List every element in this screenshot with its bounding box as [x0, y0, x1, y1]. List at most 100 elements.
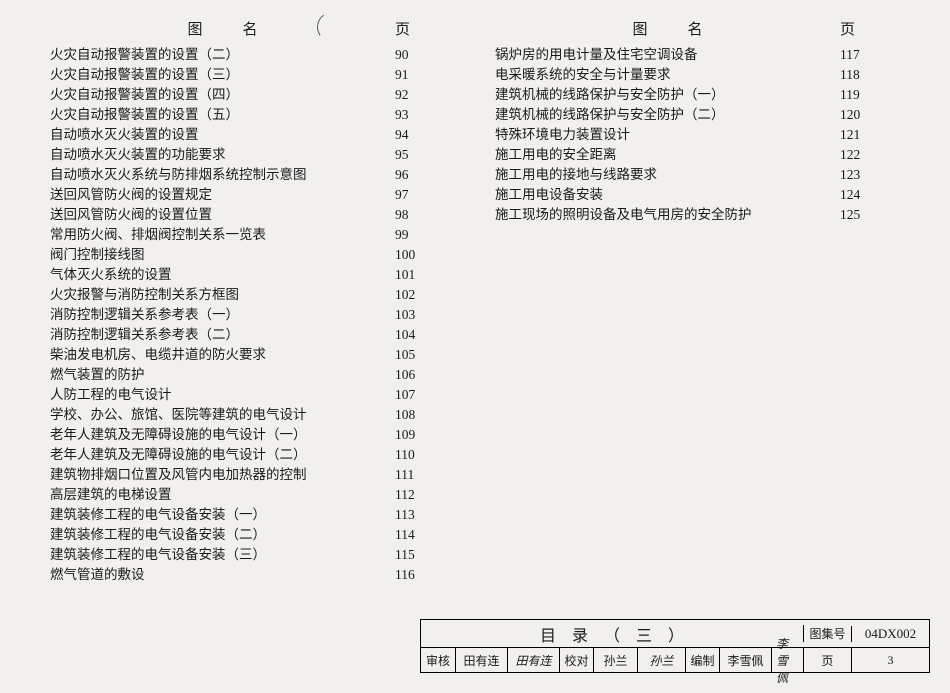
entry-title: 建筑物排烟口位置及风管内电加热器的控制: [50, 465, 395, 485]
checker-name: 孙兰: [593, 648, 637, 672]
entry-title: 阀门控制接线图: [50, 245, 395, 265]
entry-title: 建筑装修工程的电气设备安装（二）: [50, 525, 395, 545]
entry-title: 送回风管防火阀的设置规定: [50, 185, 395, 205]
checker-signature: 孙兰: [637, 648, 685, 672]
entry-page: 103: [395, 305, 455, 325]
entry-page: 122: [840, 145, 900, 165]
toc-page: 图名 页 火灾自动报警装置的设置（二）90火灾自动报警装置的设置（三）91火灾自…: [0, 0, 950, 600]
entry-title: 柴油发电机房、电缆井道的防火要求: [50, 345, 395, 365]
toc-row: 锅炉房的用电计量及住宅空调设备117: [495, 45, 900, 65]
toc-row: 建筑装修工程的电气设备安装（三）115: [50, 545, 455, 565]
entry-page: 125: [840, 205, 900, 225]
entry-page: 96: [395, 165, 455, 185]
toc-row: 自动喷水灭火装置的设置94: [50, 125, 455, 145]
compiler-signature: 李雪佩: [771, 648, 803, 672]
title-block: 目录（三） 图集号 04DX002 审核 田有连 田有连 校对 孙兰 孙兰 编制…: [420, 619, 930, 673]
entry-page: 115: [395, 545, 455, 565]
entry-page: 117: [840, 45, 900, 65]
toc-row: 高层建筑的电梯设置112: [50, 485, 455, 505]
header-name: 图名: [495, 18, 840, 39]
code-value: 04DX002: [851, 626, 929, 642]
toc-row: 老年人建筑及无障碍设施的电气设计（二）110: [50, 445, 455, 465]
toc-row: 送回风管防火阀的设置位置98: [50, 205, 455, 225]
entry-page: 105: [395, 345, 455, 365]
toc-row: 消防控制逻辑关系参考表（二）104: [50, 325, 455, 345]
entry-title: 火灾自动报警装置的设置（五）: [50, 105, 395, 125]
entry-page: 119: [840, 85, 900, 105]
entry-title: 自动喷水灭火装置的设置: [50, 125, 395, 145]
toc-row: 燃气装置的防护106: [50, 365, 455, 385]
toc-row: 老年人建筑及无障碍设施的电气设计（一）109: [50, 425, 455, 445]
review-label: 审核: [421, 648, 455, 672]
toc-row: 施工用电的安全距离122: [495, 145, 900, 165]
toc-row: 学校、办公、旅馆、医院等建筑的电气设计108: [50, 405, 455, 425]
toc-row: 电采暖系统的安全与计量要求118: [495, 65, 900, 85]
entry-title: 学校、办公、旅馆、医院等建筑的电气设计: [50, 405, 395, 425]
reviewer-signature: 田有连: [507, 648, 559, 672]
entry-title: 建筑机械的线路保护与安全防护（二）: [495, 105, 840, 125]
page-number: 3: [851, 648, 929, 672]
entry-title: 施工用电设备安装: [495, 185, 840, 205]
entry-page: 111: [395, 465, 455, 485]
entry-page: 91: [395, 65, 455, 85]
entry-title: 锅炉房的用电计量及住宅空调设备: [495, 45, 840, 65]
entry-page: 102: [395, 285, 455, 305]
entry-page: 101: [395, 265, 455, 285]
entry-title: 施工用电的安全距离: [495, 145, 840, 165]
entry-title: 建筑装修工程的电气设备安装（三）: [50, 545, 395, 565]
entry-title: 火灾报警与消防控制关系方框图: [50, 285, 395, 305]
entry-page: 108: [395, 405, 455, 425]
entry-page: 118: [840, 65, 900, 85]
entry-page: 92: [395, 85, 455, 105]
entry-title: 高层建筑的电梯设置: [50, 485, 395, 505]
entry-page: 100: [395, 245, 455, 265]
entry-page: 97: [395, 185, 455, 205]
entry-page: 120: [840, 105, 900, 125]
toc-row: 常用防火阀、排烟阀控制关系一览表99: [50, 225, 455, 245]
entry-title: 老年人建筑及无障碍设施的电气设计（一）: [50, 425, 395, 445]
entry-page: 99: [395, 225, 455, 245]
toc-row: 柴油发电机房、电缆井道的防火要求105: [50, 345, 455, 365]
entry-title: 火灾自动报警装置的设置（二）: [50, 45, 395, 65]
toc-row: 自动喷水灭火装置的功能要求95: [50, 145, 455, 165]
column-header: 图名 页: [50, 18, 455, 45]
entry-page: 90: [395, 45, 455, 65]
entry-page: 116: [395, 565, 455, 585]
toc-row: 建筑装修工程的电气设备安装（一）113: [50, 505, 455, 525]
entry-title: 自动喷水灭火装置的功能要求: [50, 145, 395, 165]
entry-page: 94: [395, 125, 455, 145]
entry-page: 93: [395, 105, 455, 125]
right-column: 图名 页 锅炉房的用电计量及住宅空调设备117电采暖系统的安全与计量要求118建…: [495, 18, 900, 585]
entry-title: 人防工程的电气设计: [50, 385, 395, 405]
entry-page: 123: [840, 165, 900, 185]
toc-row: 气体灭火系统的设置101: [50, 265, 455, 285]
compiler-name: 李雪佩: [719, 648, 771, 672]
header-page: 页: [395, 18, 455, 39]
entry-title: 电采暖系统的安全与计量要求: [495, 65, 840, 85]
toc-row: 建筑装修工程的电气设备安装（二）114: [50, 525, 455, 545]
toc-row: 火灾自动报警装置的设置（二）90: [50, 45, 455, 65]
toc-row: 阀门控制接线图100: [50, 245, 455, 265]
entry-page: 112: [395, 485, 455, 505]
entry-page: 113: [395, 505, 455, 525]
entry-title: 建筑机械的线路保护与安全防护（一）: [495, 85, 840, 105]
code-label: 图集号: [803, 625, 851, 642]
toc-row: 施工用电设备安装124: [495, 185, 900, 205]
entry-title: 自动喷水灭火系统与防排烟系统控制示意图: [50, 165, 395, 185]
reviewer-name: 田有连: [455, 648, 507, 672]
entry-title: 消防控制逻辑关系参考表（一）: [50, 305, 395, 325]
toc-row: 施工用电的接地与线路要求123: [495, 165, 900, 185]
header-page: 页: [840, 18, 900, 39]
toc-columns: 图名 页 火灾自动报警装置的设置（二）90火灾自动报警装置的设置（三）91火灾自…: [50, 18, 900, 585]
entry-page: 98: [395, 205, 455, 225]
toc-row: 特殊环境电力装置设计121: [495, 125, 900, 145]
toc-row: 消防控制逻辑关系参考表（一）103: [50, 305, 455, 325]
toc-row: 建筑机械的线路保护与安全防护（一）119: [495, 85, 900, 105]
toc-row: 自动喷水灭火系统与防排烟系统控制示意图96: [50, 165, 455, 185]
entry-page: 121: [840, 125, 900, 145]
entry-title: 燃气装置的防护: [50, 365, 395, 385]
signature-row: 审核 田有连 田有连 校对 孙兰 孙兰 编制 李雪佩 李雪佩 页 3: [421, 648, 929, 672]
compile-label: 编制: [685, 648, 719, 672]
check-label: 校对: [559, 648, 593, 672]
entry-page: 106: [395, 365, 455, 385]
